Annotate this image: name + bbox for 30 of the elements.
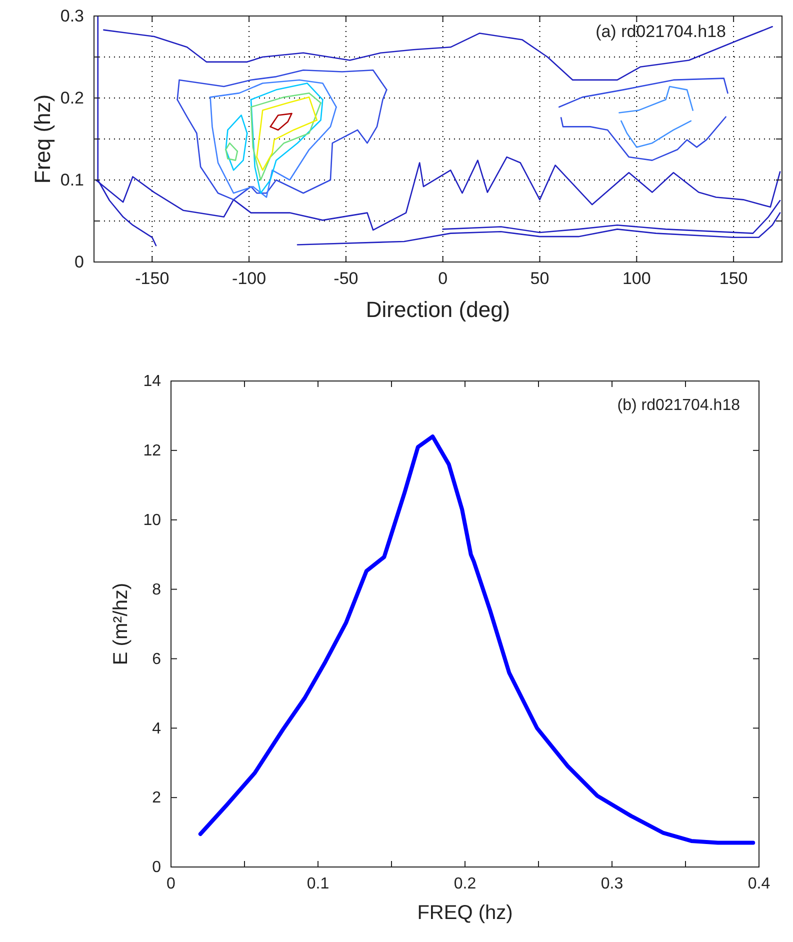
x-tick-label: -150: [135, 269, 170, 288]
x-tick-label: 0: [438, 269, 448, 288]
x-tick-label: -50: [334, 269, 358, 288]
x-axis-title: Direction (deg): [366, 297, 510, 322]
x-tick-label: 100: [622, 269, 651, 288]
y-tick-label: 6: [152, 650, 162, 668]
x-tick-label: 0.4: [748, 875, 770, 892]
y-tick-label: 4: [152, 720, 162, 738]
annotation: (a) rd021704.h18: [596, 22, 726, 41]
y-tick-label: 2: [152, 790, 162, 807]
x-tick-label: 0.3: [600, 875, 624, 892]
y-axis-title: Freq (hz): [30, 94, 55, 184]
y-tick-label: 14: [143, 373, 162, 390]
y-tick-label: 8: [152, 581, 162, 598]
x-tick-label: 0.1: [306, 875, 330, 892]
y-tick-label: 0.1: [60, 170, 84, 190]
x-tick-label: 0: [166, 875, 176, 892]
y-tick-label: 12: [143, 442, 162, 460]
y-tick-label: 10: [143, 512, 162, 529]
y-tick-label: 0.3: [60, 6, 84, 26]
x-tick-label: 50: [530, 269, 550, 288]
x-tick-label: 0.2: [454, 875, 476, 892]
y-axis-title: E (m²/hz): [110, 582, 132, 666]
y-tick-label: 0: [74, 252, 84, 272]
x-tick-label: 150: [719, 269, 748, 288]
x-axis-title: FREQ (hz): [417, 902, 513, 924]
annotation: (b) rd021704.h18: [617, 397, 740, 414]
y-tick-label: 0.2: [60, 88, 84, 108]
y-tick-label: 0: [152, 859, 162, 876]
x-tick-label: -100: [232, 269, 266, 288]
